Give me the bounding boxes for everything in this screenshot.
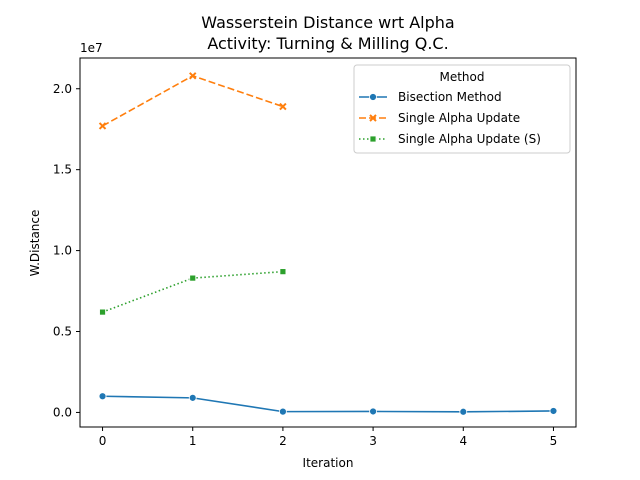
chart-title: Wasserstein Distance wrt Alpha [201,13,454,32]
x-tick-label: 1 [189,434,197,448]
y-tick-label: 0.5 [53,325,72,339]
series-3 [99,268,287,316]
y-axis-label: W.Distance [28,210,42,277]
axes-frame [79,57,577,428]
series-line [102,75,284,127]
legend-entry: Bisection Method [359,90,502,104]
x-tick-label: 0 [99,434,107,448]
data-point [98,122,107,130]
legend-label: Single Alpha Update [398,111,520,125]
data-point [98,392,107,401]
data-point [279,407,287,416]
y-tick-label: 1.0 [53,244,72,258]
legend-label: Bisection Method [398,90,502,104]
data-point [549,407,558,415]
data-point [369,407,377,416]
x-axis: 0 1 2 3 4 5 [99,427,558,448]
data-point [279,268,287,276]
legend-swatch-marker [369,93,377,101]
legend-swatch-marker [369,135,377,143]
chart-subtitle: Activity: Turning & Milling Q.C. [207,34,448,53]
y-offset-label: 1e7 [80,41,103,55]
legend-entry: Single Alpha Update (S) [359,132,541,146]
x-axis-label: Iteration [303,456,354,470]
x-tick-label: 4 [459,434,467,448]
y-tick-label: 2.0 [53,82,72,96]
data-point [99,308,106,316]
legend-entry: Single Alpha Update [359,111,520,125]
x-tick-label: 5 [550,434,558,448]
y-tick-label: 1.5 [53,163,72,177]
legend-box [353,64,571,154]
y-axis: 0.0 0.5 1.0 1.5 2.0 [53,82,80,419]
data-point [189,72,197,80]
legend-swatch-marker [369,114,377,122]
data-point [279,102,287,111]
x-tick-label: 3 [369,434,377,448]
legend-label: Single Alpha Update (S) [398,132,541,146]
data-point [188,393,197,402]
series-1 [98,392,558,416]
legend-title: Method [439,70,484,84]
legend-entries: Bisection Method Single Alpha Update Singl… [359,90,541,146]
data-point [189,274,197,282]
data-point [459,407,468,416]
y-tick-label: 0.0 [53,405,72,419]
x-tick-label: 2 [279,434,287,448]
legend: Method Bisection Method Single Alpha Upda… [353,64,571,154]
plot-area [98,72,558,416]
series-2 [98,72,287,130]
series-line [102,395,554,413]
